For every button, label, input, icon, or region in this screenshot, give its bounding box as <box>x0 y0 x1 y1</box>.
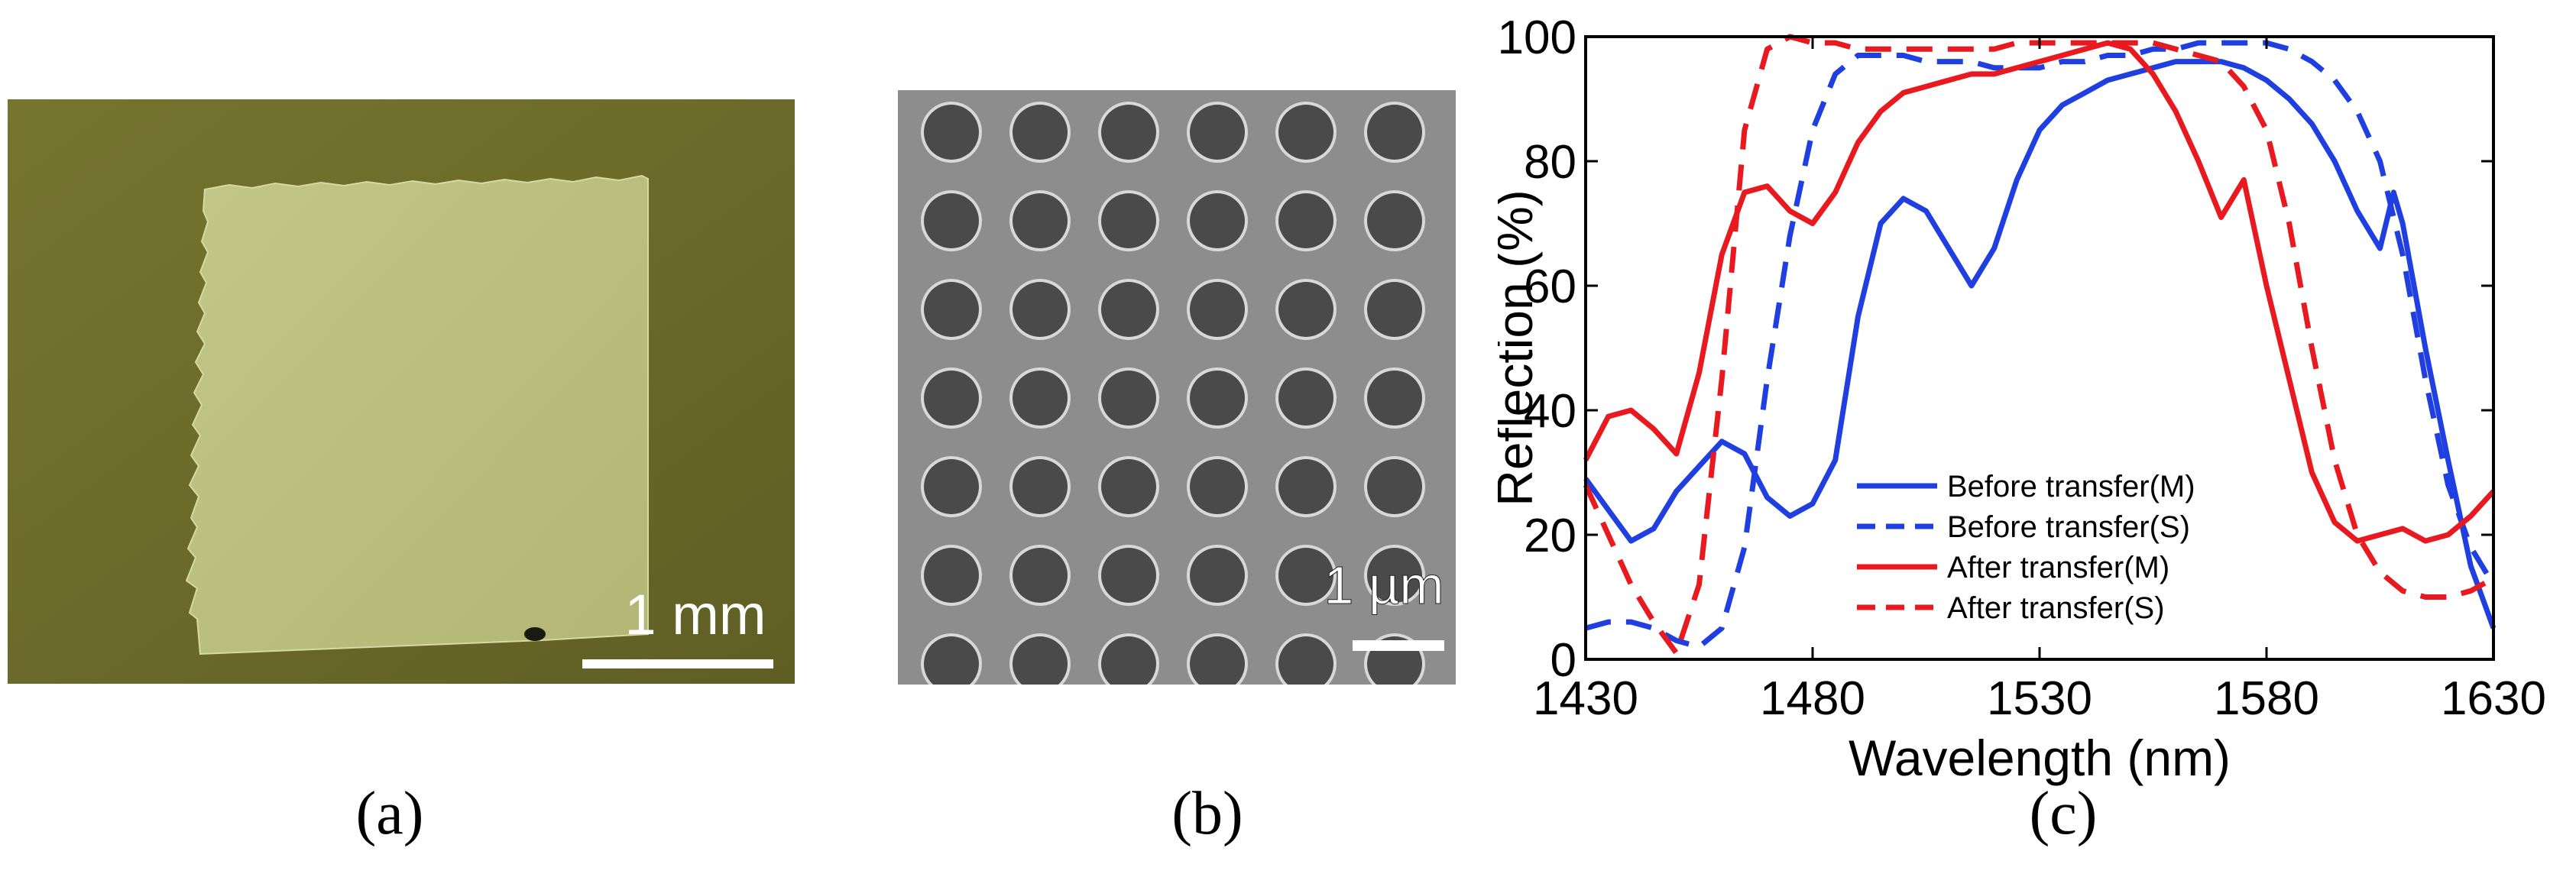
legend-label: After transfer(M) <box>1947 551 2169 584</box>
y-tick-label: 60 <box>1524 261 1576 313</box>
panel-a: 1 mm <box>8 99 795 684</box>
scalebar-label: 1 mm <box>625 583 766 646</box>
scalebar-label: 1 µm <box>1324 555 1444 615</box>
defect-dot <box>524 627 546 641</box>
sem-hole <box>1013 459 1068 514</box>
sem-hole <box>924 193 979 248</box>
sem-hole <box>924 459 979 514</box>
y-tick-label: 0 <box>1550 634 1576 687</box>
y-tick-label: 40 <box>1524 385 1576 438</box>
sem-hole <box>1101 282 1156 337</box>
caption-b: (b) <box>1171 780 1243 847</box>
series-line-2 <box>1585 40 2496 650</box>
sem-hole <box>1278 371 1333 426</box>
sem-hole <box>1278 548 1333 603</box>
optical-micrograph: 1 mm <box>8 99 795 684</box>
sem-hole <box>1367 548 1422 603</box>
sem-hole <box>1367 282 1422 337</box>
sem-hole <box>924 282 979 337</box>
y-tick-label: 20 <box>1524 510 1576 562</box>
scalebar <box>1353 640 1444 651</box>
caption-a: (a) <box>355 780 424 847</box>
sem-hole <box>1278 636 1333 691</box>
sem-hole <box>1101 371 1156 426</box>
sem-hole <box>1190 548 1245 603</box>
legend-label: Before transfer(S) <box>1947 510 2190 544</box>
sem-hole <box>1190 371 1245 426</box>
sem-hole <box>1013 636 1068 691</box>
series-line-1 <box>1583 59 2497 630</box>
y-axis-label: Reflection (%) <box>1498 189 1543 506</box>
panel-b: 1 µm <box>898 90 1456 694</box>
sem-image: 1 µm <box>898 90 1456 694</box>
sem-hole <box>1013 371 1068 426</box>
sem-hole <box>1101 459 1156 514</box>
scalebar <box>582 659 773 668</box>
sem-hole <box>1367 105 1422 160</box>
x-tick-label: 1430 <box>1533 672 1638 725</box>
reflection-chart: 1430 1480 1530 1580 1630 0 20 40 60 80 100 Waveleng… <box>1486 11 2546 786</box>
sem-hole <box>924 105 979 160</box>
sem-hole <box>924 548 979 603</box>
sem-hole <box>1190 636 1245 691</box>
x-tick-label: 1630 <box>2441 672 2546 725</box>
sem-hole <box>1367 459 1422 514</box>
sem-hole <box>1101 193 1156 248</box>
legend-label: After transfer(S) <box>1947 591 2165 625</box>
sem-hole <box>1190 459 1245 514</box>
sem-hole <box>1013 193 1068 248</box>
sem-hole <box>1013 282 1068 337</box>
legend-label: Before transfer(M) <box>1947 470 2195 503</box>
sem-hole <box>1367 371 1422 426</box>
sem-hole <box>1101 105 1156 160</box>
x-axis-label: Wavelength (nm) <box>1849 730 2231 786</box>
sem-hole <box>1367 193 1422 248</box>
sem-hole <box>1101 548 1156 603</box>
y-tick-label: 80 <box>1524 136 1576 189</box>
sem-hole <box>1013 105 1068 160</box>
sem-hole <box>1190 105 1245 160</box>
caption-c: (c) <box>2029 780 2098 847</box>
sem-hole <box>924 636 979 691</box>
sem-hole <box>1278 105 1333 160</box>
sem-hole <box>1190 193 1245 248</box>
x-tick-label: 1580 <box>2214 672 2319 725</box>
sem-hole <box>924 371 979 426</box>
sem-hole <box>1278 459 1333 514</box>
sem-hole <box>1190 282 1245 337</box>
x-tick-label: 1530 <box>1987 672 2092 725</box>
sem-hole <box>1101 636 1156 691</box>
sem-hole <box>1013 548 1068 603</box>
membrane <box>185 174 649 656</box>
sem-background <box>898 90 1456 685</box>
sem-hole <box>1278 282 1333 337</box>
sem-hole <box>1278 193 1333 248</box>
x-tick-label: 1480 <box>1760 672 1865 725</box>
y-tick-label: 100 <box>1498 11 1576 64</box>
panel-c: 1430 1480 1530 1580 1630 0 20 40 60 80 100 Waveleng… <box>1486 0 2576 802</box>
